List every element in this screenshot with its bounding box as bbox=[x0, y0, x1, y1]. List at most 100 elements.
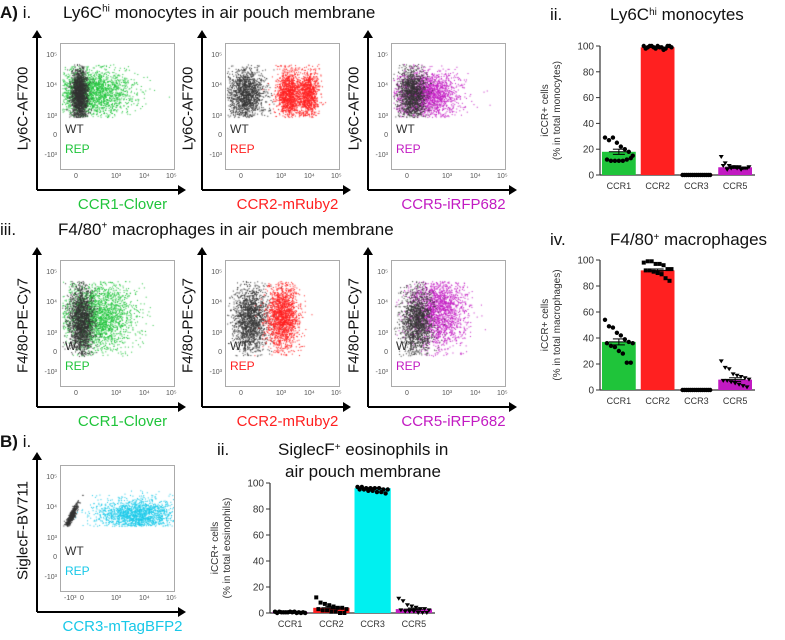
data-point bbox=[618, 333, 624, 338]
data-point bbox=[624, 360, 630, 365]
rep-label: REP bbox=[230, 359, 255, 373]
y-tick-label: 20 bbox=[253, 583, 265, 594]
y-tick-label: 10⁴ bbox=[377, 299, 388, 306]
axis-arrows bbox=[32, 247, 186, 412]
y-tick-label: 10³ bbox=[377, 330, 388, 337]
x-tick-label: CCR5 bbox=[402, 619, 427, 629]
axis-arrows bbox=[32, 452, 186, 617]
x-tick-label: 10⁵ bbox=[166, 173, 177, 180]
scatter-dots bbox=[61, 261, 174, 386]
x-tick-label: CCR2 bbox=[645, 396, 670, 406]
data-point bbox=[667, 43, 672, 49]
plot-area: WT REP bbox=[60, 465, 175, 592]
data-point bbox=[342, 611, 347, 615]
data-point bbox=[614, 140, 620, 145]
x-axis-arrow-icon bbox=[509, 402, 517, 412]
flow-plot-a2: Ly6C-AF700 CCR2-mRuby2 WT REP 10⁵ 10⁴ 10³ 0 -10³… bbox=[180, 30, 355, 220]
x-tick-label: CCR5 bbox=[723, 181, 748, 191]
plot-area: WT REP bbox=[225, 260, 340, 387]
wt-label: WT bbox=[396, 122, 415, 136]
data-point bbox=[616, 158, 622, 164]
data-point bbox=[736, 382, 742, 387]
x-tick-label: 10⁴ bbox=[470, 173, 481, 180]
row2-title: F4/80+ macrophages in air pouch membrane bbox=[58, 220, 394, 239]
y-axis-arrow-icon bbox=[363, 30, 373, 38]
data-point bbox=[653, 261, 658, 266]
data-point bbox=[659, 272, 664, 277]
x-axis-label: CCR5-iRFP682 bbox=[401, 196, 506, 213]
y-tick-label: 100 bbox=[577, 42, 594, 53]
x-tick-label: CCR3 bbox=[684, 396, 709, 406]
data-point bbox=[602, 317, 608, 322]
data-point bbox=[344, 607, 349, 612]
data-point bbox=[738, 375, 744, 379]
y-axis-arrow-icon bbox=[197, 30, 207, 38]
y-tick-label: 10⁴ bbox=[46, 299, 57, 306]
data-point bbox=[314, 595, 319, 600]
x-tick-label: 0 bbox=[239, 390, 243, 397]
wt-label: WT bbox=[230, 339, 249, 353]
data-point bbox=[292, 609, 297, 614]
data-point bbox=[744, 385, 750, 390]
y-axis-label: iCCR+ cells bbox=[540, 84, 551, 137]
data-point bbox=[400, 599, 406, 604]
x-tick-label: CCR2 bbox=[645, 181, 670, 191]
data-point bbox=[628, 360, 633, 365]
axis-arrows bbox=[32, 30, 186, 195]
data-point bbox=[643, 46, 648, 51]
wt-label: WT bbox=[65, 122, 84, 136]
plot-area: WT REP bbox=[60, 260, 175, 387]
y-tick-label: 10⁵ bbox=[211, 52, 222, 59]
x-tick-label: 10³ bbox=[442, 173, 453, 180]
row1-title: Ly6Chi monocytes in air pouch membrane bbox=[63, 3, 376, 22]
y-axis-arrow-icon bbox=[32, 247, 42, 255]
data-point bbox=[645, 259, 650, 264]
x-tick-label: 10⁴ bbox=[304, 390, 315, 397]
y-tick-label: -10³ bbox=[44, 574, 57, 581]
data-point bbox=[404, 603, 410, 608]
y-tick-label: 60 bbox=[583, 93, 595, 104]
y-tick-label: 10³ bbox=[46, 113, 57, 120]
flow-plot-b1: SiglecF-BV711 CCR3-mTagBFP2 WT REP 10⁵ 10⁴ 10³… bbox=[15, 452, 190, 640]
x-tick-label: 10³ bbox=[111, 390, 122, 397]
data-point bbox=[610, 135, 616, 140]
data-point bbox=[612, 344, 618, 350]
data-point bbox=[370, 488, 375, 493]
y-axis-arrow-icon bbox=[197, 247, 207, 255]
x-tick-label: 10⁵ bbox=[331, 390, 342, 397]
y-tick-label: 10³ bbox=[46, 535, 57, 542]
x-tick-label: CCR1 bbox=[607, 396, 632, 406]
data-point bbox=[744, 166, 750, 171]
data-point bbox=[426, 608, 432, 613]
data-point bbox=[420, 611, 426, 615]
axis-arrows bbox=[197, 30, 351, 195]
y-axis-label-line2: (% in total macrophages) bbox=[552, 269, 563, 380]
y-tick-label: 10⁵ bbox=[46, 474, 57, 481]
y-tick-label: 10⁵ bbox=[377, 52, 388, 59]
rep-label: REP bbox=[65, 142, 90, 156]
data-point bbox=[706, 387, 711, 393]
axis-arrows bbox=[197, 247, 351, 412]
y-axis-label: iCCR+ cells bbox=[210, 522, 221, 575]
x-axis-arrow-icon bbox=[178, 607, 186, 617]
data-point bbox=[734, 373, 740, 378]
data-point bbox=[604, 341, 610, 346]
y-tick-label: 10³ bbox=[211, 330, 222, 337]
data-point bbox=[706, 172, 711, 178]
data-point bbox=[385, 487, 390, 492]
y-tick-label: 80 bbox=[583, 282, 595, 293]
x-tick-label: 0 bbox=[405, 173, 409, 180]
x-axis-arrow-icon bbox=[509, 185, 517, 195]
y-tick-label: 0 bbox=[53, 132, 57, 139]
x-tick-label: 0 bbox=[239, 173, 243, 180]
y-tick-label: 10⁵ bbox=[211, 269, 222, 276]
data-point bbox=[287, 609, 293, 614]
data-point bbox=[620, 158, 626, 164]
x-tick-label: 10⁴ bbox=[139, 390, 150, 397]
y-tick-label: 10⁴ bbox=[46, 504, 57, 511]
data-point bbox=[383, 491, 388, 496]
y-tick-label: 0 bbox=[384, 349, 388, 356]
wt-label: WT bbox=[396, 339, 415, 353]
